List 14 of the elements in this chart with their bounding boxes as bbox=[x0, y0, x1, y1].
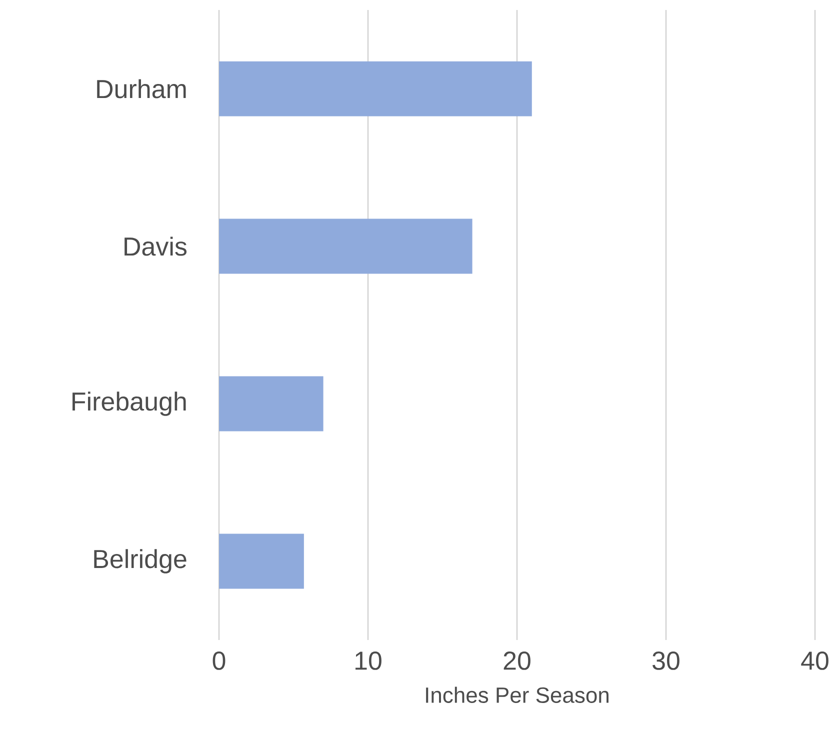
bar bbox=[219, 534, 304, 589]
bar bbox=[219, 61, 532, 116]
x-tick-label: 40 bbox=[801, 652, 828, 670]
y-tick-label: Davis bbox=[124, 236, 187, 256]
x-axis-title: Inches Per Season bbox=[426, 686, 608, 703]
y-tick-label: Durham bbox=[97, 79, 186, 98]
x-tick-label: 10 bbox=[356, 652, 382, 670]
x-tick-label: 20 bbox=[504, 652, 530, 670]
x-tick-label: 30 bbox=[652, 652, 680, 670]
y-tick-label: Belridge bbox=[94, 549, 186, 574]
x-tick-label: 0 bbox=[212, 652, 226, 670]
bar bbox=[219, 376, 324, 432]
y-tick-label: Firebaugh bbox=[72, 392, 186, 416]
bar bbox=[219, 218, 472, 274]
